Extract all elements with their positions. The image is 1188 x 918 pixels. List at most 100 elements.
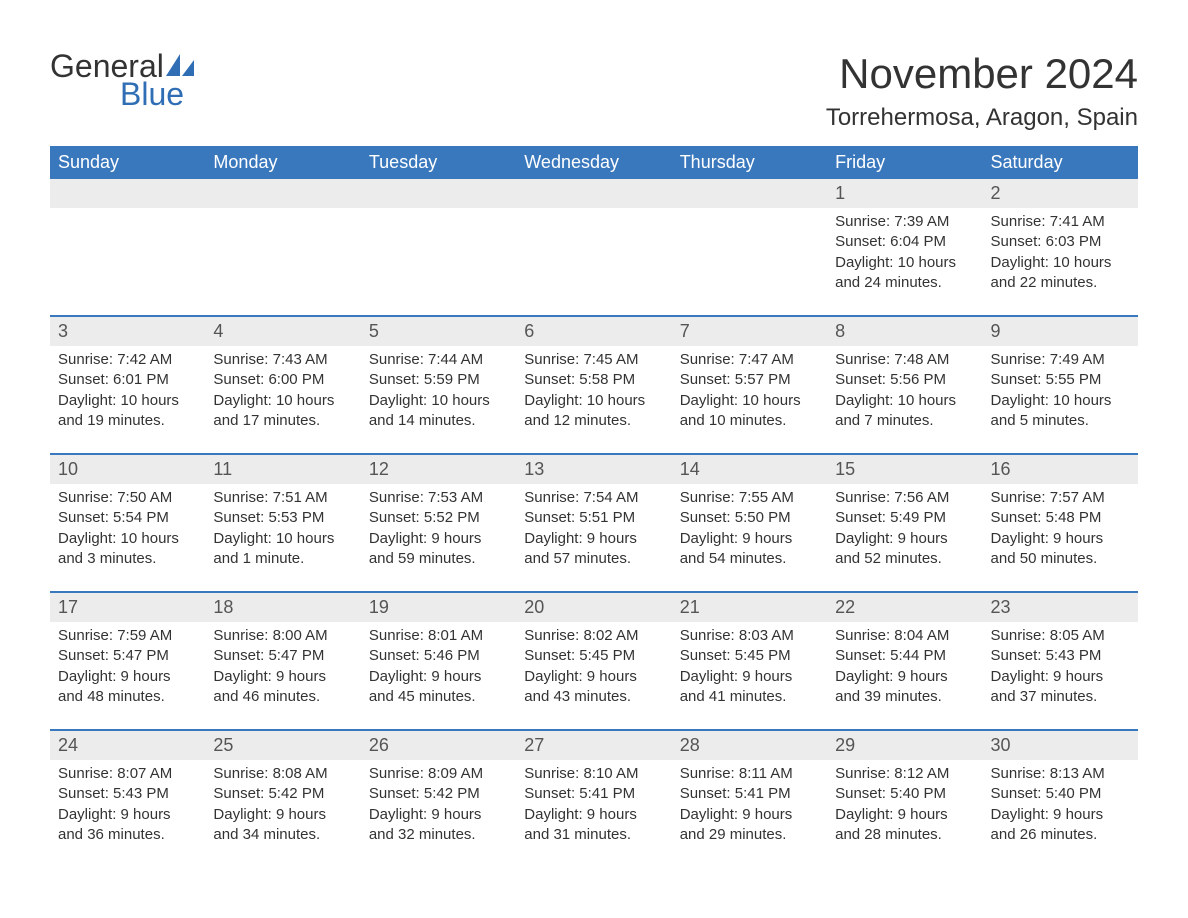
dl2-line: and 22 minutes. (991, 273, 1130, 293)
sunset-line: Sunset: 5:45 PM (524, 646, 663, 666)
day-number: 11 (205, 455, 360, 484)
sunset-line: Sunset: 5:44 PM (835, 646, 974, 666)
day-number: 13 (516, 455, 671, 484)
day-content: Sunrise: 7:43 AMSunset: 6:00 PMDaylight:… (205, 346, 360, 431)
day-number: 27 (516, 731, 671, 760)
sunrise-line: Sunrise: 7:39 AM (835, 212, 974, 232)
day-cell: 23Sunrise: 8:05 AMSunset: 5:43 PMDayligh… (983, 592, 1138, 730)
dl1-line: Daylight: 10 hours (369, 391, 508, 411)
day-cell (672, 179, 827, 316)
dl2-line: and 24 minutes. (835, 273, 974, 293)
dl1-line: Daylight: 10 hours (213, 391, 352, 411)
sunset-line: Sunset: 5:42 PM (213, 784, 352, 804)
day-content: Sunrise: 7:56 AMSunset: 5:49 PMDaylight:… (827, 484, 982, 569)
dl1-line: Daylight: 10 hours (835, 391, 974, 411)
dl1-line: Daylight: 9 hours (680, 805, 819, 825)
day-cell: 10Sunrise: 7:50 AMSunset: 5:54 PMDayligh… (50, 454, 205, 592)
day-content: Sunrise: 7:59 AMSunset: 5:47 PMDaylight:… (50, 622, 205, 707)
sunrise-line: Sunrise: 7:51 AM (213, 488, 352, 508)
dl2-line: and 5 minutes. (991, 411, 1130, 431)
sunset-line: Sunset: 5:42 PM (369, 784, 508, 804)
sunrise-line: Sunrise: 7:45 AM (524, 350, 663, 370)
day-content: Sunrise: 7:49 AMSunset: 5:55 PMDaylight:… (983, 346, 1138, 431)
sunset-line: Sunset: 5:57 PM (680, 370, 819, 390)
sunset-line: Sunset: 5:41 PM (524, 784, 663, 804)
dl2-line: and 28 minutes. (835, 825, 974, 845)
sunset-line: Sunset: 5:46 PM (369, 646, 508, 666)
sunrise-line: Sunrise: 8:13 AM (991, 764, 1130, 784)
dl2-line: and 41 minutes. (680, 687, 819, 707)
dl1-line: Daylight: 9 hours (991, 529, 1130, 549)
day-cell: 6Sunrise: 7:45 AMSunset: 5:58 PMDaylight… (516, 316, 671, 454)
week-row: 24Sunrise: 8:07 AMSunset: 5:43 PMDayligh… (50, 730, 1138, 867)
day-cell: 17Sunrise: 7:59 AMSunset: 5:47 PMDayligh… (50, 592, 205, 730)
day-number: 25 (205, 731, 360, 760)
sunrise-line: Sunrise: 7:41 AM (991, 212, 1130, 232)
day-cell: 11Sunrise: 7:51 AMSunset: 5:53 PMDayligh… (205, 454, 360, 592)
dl2-line: and 54 minutes. (680, 549, 819, 569)
page-title: November 2024 (826, 50, 1138, 98)
sunset-line: Sunset: 5:40 PM (835, 784, 974, 804)
week-row: 3Sunrise: 7:42 AMSunset: 6:01 PMDaylight… (50, 316, 1138, 454)
sunset-line: Sunset: 5:52 PM (369, 508, 508, 528)
day-number: 7 (672, 317, 827, 346)
day-number: 21 (672, 593, 827, 622)
day-content: Sunrise: 7:47 AMSunset: 5:57 PMDaylight:… (672, 346, 827, 431)
day-content: Sunrise: 8:00 AMSunset: 5:47 PMDaylight:… (205, 622, 360, 707)
day-cell: 8Sunrise: 7:48 AMSunset: 5:56 PMDaylight… (827, 316, 982, 454)
day-content: Sunrise: 8:10 AMSunset: 5:41 PMDaylight:… (516, 760, 671, 845)
day-cell: 28Sunrise: 8:11 AMSunset: 5:41 PMDayligh… (672, 730, 827, 867)
dl1-line: Daylight: 9 hours (835, 529, 974, 549)
day-number (50, 179, 205, 208)
dl1-line: Daylight: 9 hours (369, 805, 508, 825)
day-content: Sunrise: 7:42 AMSunset: 6:01 PMDaylight:… (50, 346, 205, 431)
day-number: 17 (50, 593, 205, 622)
col-monday: Monday (205, 146, 360, 179)
sunrise-line: Sunrise: 7:47 AM (680, 350, 819, 370)
sunrise-line: Sunrise: 7:55 AM (680, 488, 819, 508)
sunrise-line: Sunrise: 8:03 AM (680, 626, 819, 646)
dl1-line: Daylight: 9 hours (58, 667, 197, 687)
header: General Blue November 2024 Torrehermosa,… (50, 50, 1138, 142)
sunrise-line: Sunrise: 8:11 AM (680, 764, 819, 784)
dl2-line: and 32 minutes. (369, 825, 508, 845)
dl2-line: and 34 minutes. (213, 825, 352, 845)
dl1-line: Daylight: 9 hours (835, 805, 974, 825)
day-content: Sunrise: 7:57 AMSunset: 5:48 PMDaylight:… (983, 484, 1138, 569)
dl2-line: and 17 minutes. (213, 411, 352, 431)
sunrise-line: Sunrise: 7:56 AM (835, 488, 974, 508)
day-cell (205, 179, 360, 316)
sunset-line: Sunset: 5:56 PM (835, 370, 974, 390)
sunrise-line: Sunrise: 8:01 AM (369, 626, 508, 646)
dl2-line: and 36 minutes. (58, 825, 197, 845)
dl1-line: Daylight: 9 hours (524, 529, 663, 549)
sunrise-line: Sunrise: 8:02 AM (524, 626, 663, 646)
day-cell: 13Sunrise: 7:54 AMSunset: 5:51 PMDayligh… (516, 454, 671, 592)
dl1-line: Daylight: 10 hours (991, 391, 1130, 411)
sunrise-line: Sunrise: 8:05 AM (991, 626, 1130, 646)
sunrise-line: Sunrise: 8:10 AM (524, 764, 663, 784)
day-number: 18 (205, 593, 360, 622)
sunset-line: Sunset: 5:54 PM (58, 508, 197, 528)
dl1-line: Daylight: 10 hours (835, 253, 974, 273)
day-cell: 30Sunrise: 8:13 AMSunset: 5:40 PMDayligh… (983, 730, 1138, 867)
day-cell: 9Sunrise: 7:49 AMSunset: 5:55 PMDaylight… (983, 316, 1138, 454)
day-content: Sunrise: 8:11 AMSunset: 5:41 PMDaylight:… (672, 760, 827, 845)
day-number: 26 (361, 731, 516, 760)
dl2-line: and 19 minutes. (58, 411, 197, 431)
day-cell: 14Sunrise: 7:55 AMSunset: 5:50 PMDayligh… (672, 454, 827, 592)
dl2-line: and 59 minutes. (369, 549, 508, 569)
day-number: 10 (50, 455, 205, 484)
day-number: 30 (983, 731, 1138, 760)
day-content: Sunrise: 7:53 AMSunset: 5:52 PMDaylight:… (361, 484, 516, 569)
day-cell: 20Sunrise: 8:02 AMSunset: 5:45 PMDayligh… (516, 592, 671, 730)
sunset-line: Sunset: 5:50 PM (680, 508, 819, 528)
dl1-line: Daylight: 10 hours (58, 529, 197, 549)
sunrise-line: Sunrise: 7:59 AM (58, 626, 197, 646)
day-number: 22 (827, 593, 982, 622)
sunset-line: Sunset: 5:58 PM (524, 370, 663, 390)
col-tuesday: Tuesday (361, 146, 516, 179)
day-cell: 22Sunrise: 8:04 AMSunset: 5:44 PMDayligh… (827, 592, 982, 730)
day-cell: 16Sunrise: 7:57 AMSunset: 5:48 PMDayligh… (983, 454, 1138, 592)
week-row: 10Sunrise: 7:50 AMSunset: 5:54 PMDayligh… (50, 454, 1138, 592)
